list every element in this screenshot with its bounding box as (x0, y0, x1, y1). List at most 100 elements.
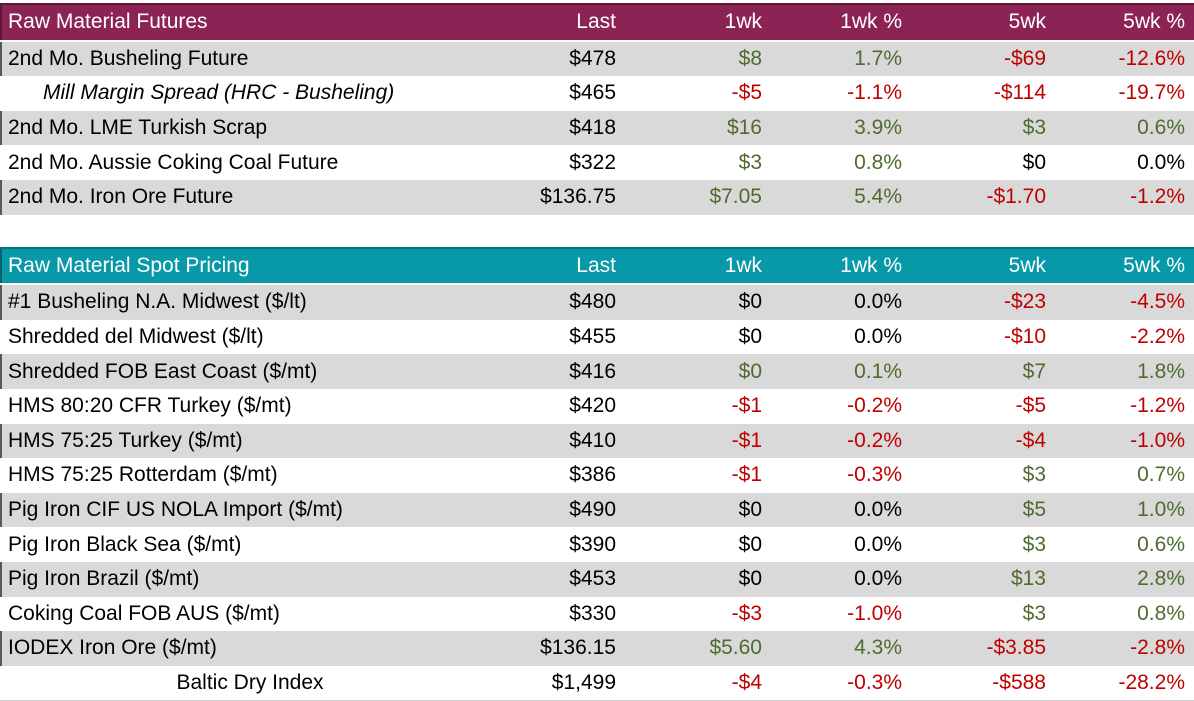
header-row: Raw Material Spot Pricing Last 1wk 1wk % 5wk… (0, 246, 1194, 286)
value-5wk: $3 (1022, 463, 1046, 487)
value-5wk: $0 (1022, 150, 1046, 174)
value-5wk-pct: -1.0% (1130, 428, 1185, 452)
value-last: $136.75 (540, 185, 616, 209)
value-5wk-pct: 0.7% (1137, 463, 1185, 487)
column-header-1wk-pct: 1wk % (771, 3, 911, 42)
row-label: Pig Iron Black Sea ($/mt) (8, 532, 242, 556)
raw-material-spot-pricing-table: Raw Material Spot Pricing Last 1wk 1wk % 5wk… (0, 246, 1194, 701)
value-5wk: $3 (1022, 601, 1046, 625)
value-1wk: $16 (726, 116, 762, 140)
value-1wk-pct: -1.1% (847, 81, 902, 105)
value-5wk: -$10 (1003, 325, 1046, 349)
value-1wk: -$1 (731, 463, 762, 487)
value-5wk: -$4 (1015, 428, 1046, 452)
value-1wk-pct: 0.0% (854, 325, 902, 349)
value-1wk: $8 (738, 46, 762, 70)
value-1wk-pct: 0.1% (854, 359, 902, 383)
value-5wk-pct: -2.2% (1130, 325, 1185, 349)
value-1wk: -$1 (731, 428, 762, 452)
value-5wk: -$114 (993, 81, 1046, 105)
header-row: Raw Material Futures Last 1wk 1wk % 5wk 5wk % (0, 3, 1194, 42)
value-1wk: $0 (738, 567, 762, 591)
value-5wk-pct: -28.2% (1118, 670, 1185, 694)
value-5wk-pct: 0.6% (1137, 116, 1185, 140)
value-1wk: -$3 (731, 601, 762, 625)
column-header-5wk-pct: 5wk % (1055, 3, 1194, 42)
value-1wk: $7.05 (709, 185, 762, 209)
row-label: Pig Iron Brazil ($/mt) (0, 562, 500, 597)
row-label: Mill Margin Spread (HRC - Busheling) (43, 81, 395, 105)
row-label: 2nd Mo. Iron Ore Future (0, 180, 500, 215)
value-1wk: -$1 (731, 394, 762, 418)
row-label: Shredded FOB East Coast ($/mt) (0, 354, 500, 389)
value-5wk-pct: -1.2% (1130, 394, 1185, 418)
value-5wk-pct: 0.6% (1137, 532, 1185, 556)
table-row: Pig Iron Brazil ($/mt) $453 $0 0.0% $13 2.8% (0, 561, 1194, 597)
table-row: HMS 75:25 Rotterdam ($/mt) $386 -$1 -0.3% $3… (0, 458, 1194, 493)
value-last: $330 (569, 601, 616, 625)
value-1wk: $0 (738, 498, 762, 522)
value-5wk-pct: -1.2% (1130, 185, 1185, 209)
value-1wk: $3 (738, 150, 762, 174)
row-label: IODEX Iron Ore ($/mt) (0, 631, 500, 666)
value-1wk-pct: -0.2% (847, 394, 902, 418)
row-label: HMS 75:25 Turkey ($/mt) (0, 424, 500, 459)
value-1wk-pct: 0.0% (854, 532, 902, 556)
value-1wk: $5.60 (709, 636, 762, 660)
row-label: Pig Iron CIF US NOLA Import ($/mt) (0, 493, 500, 528)
value-last: $465 (569, 81, 616, 105)
value-last: $453 (569, 567, 616, 591)
value-5wk-pct: -12.6% (1118, 46, 1185, 70)
value-last: $420 (569, 394, 616, 418)
value-1wk-pct: 0.0% (854, 290, 902, 314)
value-5wk: -$3.85 (986, 636, 1046, 660)
value-5wk: $5 (1022, 498, 1046, 522)
table-row: IODEX Iron Ore ($/mt) $136.15 $5.60 4.3% -$3… (0, 631, 1194, 666)
value-1wk: -$5 (731, 81, 762, 105)
value-5wk-pct: -19.7% (1118, 81, 1185, 105)
value-last: $455 (569, 325, 616, 349)
column-header-5wk: 5wk (911, 3, 1055, 42)
column-header-5wk: 5wk (911, 246, 1055, 286)
value-5wk: -$23 (1003, 290, 1046, 314)
table-row: Shredded FOB East Coast ($/mt) $416 $0 0.1%… (0, 354, 1194, 389)
value-1wk-pct: 5.4% (854, 185, 902, 209)
table-row: 2nd Mo. Busheling Future $478 $8 1.7% -$69 -1… (0, 40, 1194, 77)
raw-material-futures-table: Raw Material Futures Last 1wk 1wk % 5wk 5wk %… (0, 3, 1194, 215)
value-1wk: $0 (738, 359, 762, 383)
value-5wk: -$5 (1015, 394, 1046, 418)
value-1wk-pct: -1.0% (847, 601, 902, 625)
table-title: Raw Material Futures (0, 3, 500, 42)
value-last: $490 (569, 498, 616, 522)
value-last: $478 (569, 46, 616, 70)
value-5wk: $3 (1022, 116, 1046, 140)
value-1wk-pct: 0.8% (854, 150, 902, 174)
value-1wk-pct: 0.0% (854, 498, 902, 522)
value-1wk: $0 (738, 532, 762, 556)
value-1wk-pct: 1.7% (854, 46, 902, 70)
row-label: Shredded del Midwest ($/lt) (8, 325, 264, 349)
value-1wk-pct: 4.3% (854, 636, 902, 660)
table-row: Pig Iron CIF US NOLA Import ($/mt) $490 $0… (0, 492, 1194, 528)
column-header-1wk: 1wk (625, 246, 771, 286)
value-5wk: $13 (1010, 567, 1046, 591)
row-label: Coking Coal FOB AUS ($/mt) (8, 601, 280, 625)
value-last: $410 (569, 428, 616, 452)
value-1wk: -$4 (731, 670, 762, 694)
value-last: $386 (569, 463, 616, 487)
table-row: HMS 75:25 Turkey ($/mt) $410 -$1 -0.2% -$4 -1… (0, 423, 1194, 459)
column-header-last: Last (500, 3, 625, 42)
value-5wk-pct: 0.8% (1137, 601, 1185, 625)
value-1wk: $0 (738, 290, 762, 314)
table-row: 2nd Mo. Iron Ore Future $136.75 $7.05 5.4% -… (0, 179, 1194, 215)
value-last: $390 (569, 532, 616, 556)
table-row: Baltic Dry Index $1,499 -$4 -0.3% -$588 -28.2… (0, 666, 1194, 701)
value-5wk: $7 (1022, 359, 1046, 383)
value-last: $416 (569, 359, 616, 383)
row-label: 2nd Mo. Aussie Coking Coal Future (8, 150, 339, 174)
table-row: #1 Busheling N.A. Midwest ($/lt) $480 $0 0.… (0, 284, 1194, 320)
row-label: 2nd Mo. Busheling Future (0, 41, 500, 77)
value-5wk: $3 (1022, 532, 1046, 556)
value-1wk: $0 (738, 325, 762, 349)
